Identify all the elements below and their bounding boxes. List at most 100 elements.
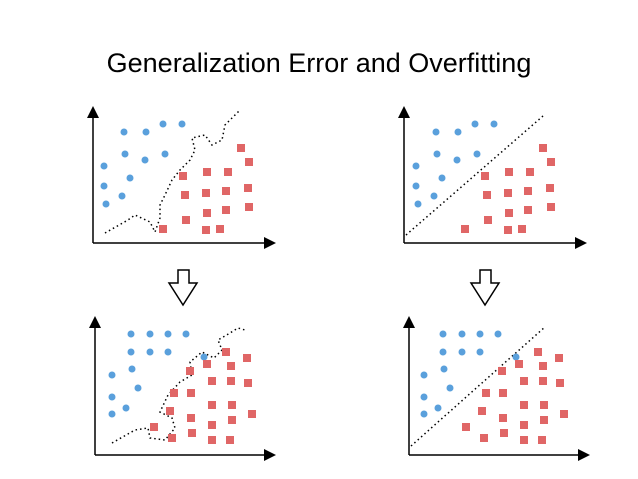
blue-dot — [476, 330, 484, 338]
red-square — [520, 436, 528, 444]
blue-dot — [120, 128, 128, 136]
blue-dot — [108, 371, 116, 379]
blue-dot — [182, 330, 190, 338]
red-square — [245, 158, 253, 166]
blue-dot — [434, 404, 442, 412]
red-square — [461, 225, 469, 233]
red-square — [518, 225, 526, 233]
blue-dot — [454, 128, 462, 136]
red-square — [556, 379, 564, 387]
red-square — [520, 377, 528, 385]
red-square — [483, 191, 491, 199]
blue-dot — [458, 348, 466, 356]
red-square — [208, 436, 216, 444]
red-square — [524, 187, 532, 195]
red-square — [520, 421, 528, 429]
blue-dot — [471, 120, 479, 128]
blue-dot — [164, 330, 172, 338]
blue-dot — [494, 330, 502, 338]
red-square — [555, 354, 563, 362]
red-square — [504, 226, 512, 234]
blue-dot — [438, 174, 446, 182]
red-square — [505, 168, 513, 176]
down-arrow — [167, 269, 199, 307]
red-square — [208, 401, 216, 409]
red-square — [203, 360, 211, 368]
red-square — [222, 348, 230, 356]
blue-dot — [420, 393, 428, 401]
red-square — [166, 407, 174, 415]
red-square — [547, 203, 555, 211]
red-square — [505, 209, 513, 217]
red-square — [482, 389, 490, 397]
boundary — [405, 115, 544, 236]
red-square — [203, 168, 211, 176]
red-square — [227, 377, 235, 385]
blue-dot — [127, 330, 135, 338]
red-square — [515, 360, 523, 368]
blue-dot — [414, 200, 422, 208]
boundary — [111, 327, 246, 444]
blue-dot — [412, 162, 420, 170]
red-square — [222, 206, 230, 214]
blue-dot — [420, 371, 428, 379]
blue-dot — [127, 348, 135, 356]
red-square — [187, 389, 195, 397]
red-square — [498, 367, 506, 375]
red-square — [222, 187, 230, 195]
red-square — [170, 389, 178, 397]
blue-dot — [100, 162, 108, 170]
red-square — [243, 354, 251, 362]
blue-dot — [108, 410, 116, 418]
blue-dot — [102, 200, 110, 208]
blue-dot — [440, 365, 448, 373]
blue-dot — [121, 150, 129, 158]
red-square — [526, 168, 534, 176]
red-square — [462, 423, 470, 431]
red-square — [208, 421, 216, 429]
red-square — [547, 158, 555, 166]
blue-dot — [108, 393, 116, 401]
blue-dot — [439, 330, 447, 338]
red-square — [216, 225, 224, 233]
blue-dot — [458, 330, 466, 338]
red-square — [244, 379, 252, 387]
red-square — [499, 389, 507, 397]
red-square — [237, 144, 245, 152]
slide-title: Generalization Error and Overfitting — [107, 48, 532, 78]
blue-dot — [439, 348, 447, 356]
red-square — [504, 189, 512, 197]
blue-dot — [100, 182, 108, 190]
red-square — [540, 416, 548, 424]
red-square — [179, 172, 187, 180]
red-square — [560, 410, 568, 418]
red-square — [187, 414, 195, 422]
red-square — [546, 184, 554, 192]
red-square — [181, 191, 189, 199]
red-square — [150, 423, 158, 431]
red-square — [182, 216, 190, 224]
red-square — [248, 410, 256, 418]
panels — [87, 106, 590, 461]
red-square — [202, 226, 210, 234]
blue-dot — [412, 182, 420, 190]
red-square — [539, 144, 547, 152]
blue-dot — [512, 353, 520, 361]
boundary — [104, 109, 241, 234]
red-square — [186, 367, 194, 375]
red-square — [245, 203, 253, 211]
blue-dot — [118, 192, 126, 200]
red-square — [159, 225, 167, 233]
blue-dot — [473, 150, 481, 158]
red-square — [539, 362, 547, 370]
blue-dot — [490, 120, 498, 128]
boundary — [410, 326, 546, 447]
blue-dot — [420, 410, 428, 418]
red-square — [227, 362, 235, 370]
red-square — [480, 434, 488, 442]
red-square — [481, 172, 489, 180]
red-square — [226, 436, 234, 444]
blue-dot — [128, 365, 136, 373]
red-square — [539, 377, 547, 385]
red-square — [500, 429, 508, 437]
